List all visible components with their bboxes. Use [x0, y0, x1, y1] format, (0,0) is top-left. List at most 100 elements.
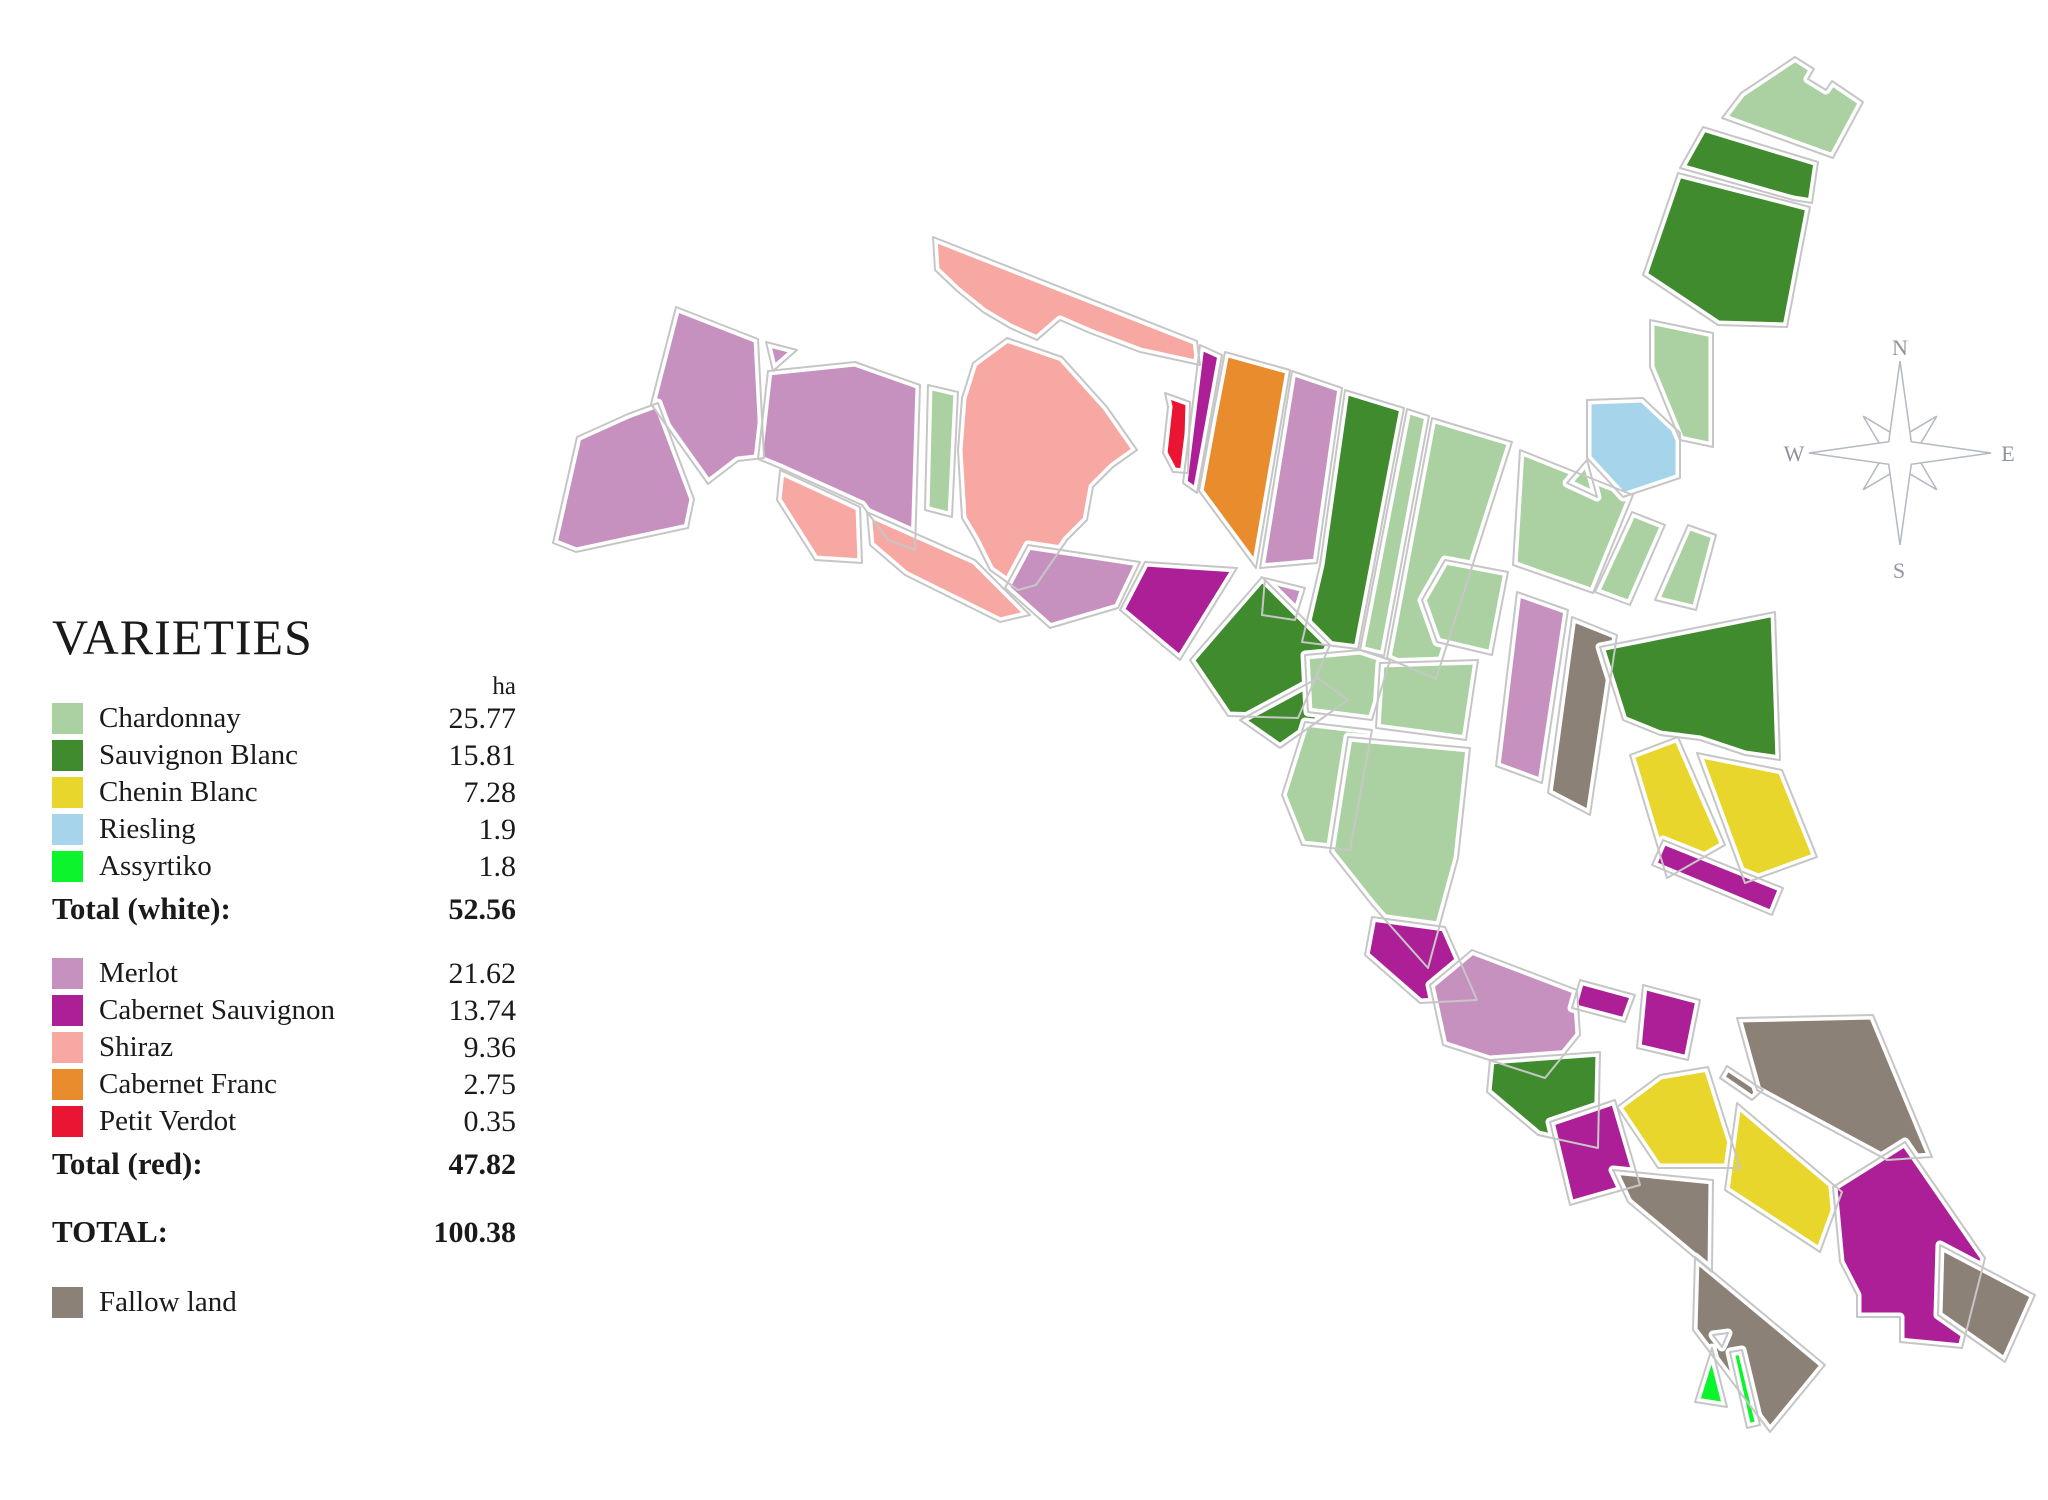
legend-swatch [52, 1106, 83, 1137]
compass-label-south: S [1893, 558, 1905, 583]
parcel-outline-chardonnay [1654, 524, 1717, 611]
parcel-outline-chardonnay [1359, 408, 1430, 657]
legend-value: 1.8 [478, 849, 517, 883]
parcel-outline-chardonnay [1329, 736, 1471, 969]
parcel-outline-shiraz [866, 511, 1031, 623]
legend-swatch [52, 777, 83, 808]
unit-header: ha [492, 673, 516, 700]
parcel-outline-cabernet_sauvignon [1119, 561, 1238, 661]
parcel-outline-chardonnay [924, 384, 959, 518]
legend-swatch [52, 958, 83, 989]
parcel-outline-fallow [1736, 1014, 1933, 1161]
legend-label: Cabernet Franc [99, 1068, 277, 1100]
parcel-fills [548, 52, 2040, 1437]
parcel-outline-cabernet_sauvignon [1636, 984, 1701, 1061]
parcel-outline-chardonnay [1375, 659, 1479, 741]
legend-label: Cabernet Sauvignon [99, 994, 335, 1026]
legend-value: 9.36 [463, 1030, 517, 1064]
parcel-outline-cabernet_sauvignon [1832, 1141, 1986, 1349]
legend-row: Petit Verdot 0.35 [52, 1103, 516, 1140]
legend-swatch [52, 851, 83, 882]
legend-row: Chardonnay 25.77 [52, 700, 516, 737]
legend-label: Shiraz [99, 1031, 174, 1063]
legend-red-group: Merlot 21.62 Cabernet Sauvignon 13.74 Sh… [52, 955, 516, 1140]
parcel-outline-assyrtiko [1712, 1332, 1729, 1348]
parcel-outline-chardonnay [1281, 721, 1373, 851]
parcel-outline-chardonnay [1512, 449, 1634, 594]
parcel-outline-cabernet_sauvignon [1364, 916, 1478, 1004]
parcel-outline-cabernet_sauvignon [1549, 1099, 1641, 1206]
legend-swatch [52, 995, 83, 1026]
parcel-outline-riesling [1586, 397, 1681, 498]
parcel-outline-assyrtiko [1729, 1349, 1761, 1429]
parcel-outline-merlot [1259, 370, 1343, 569]
legend-value: 7.28 [463, 775, 517, 809]
parcel-outline-sauvignon_blanc [1239, 677, 1349, 749]
parcel-outline-chardonnay [1721, 56, 1864, 159]
grand-total-value: 100.38 [433, 1216, 517, 1249]
parcel-outline-sauvignon_blanc [1486, 1051, 1601, 1149]
legend-value: 25.77 [448, 701, 517, 735]
parcel-outline-chenin_blanc [1629, 736, 1726, 879]
parcel-outline-merlot [765, 341, 798, 372]
legend-panel: VARIETIES ha Chardonnay 25.77 Sauvignon … [52, 612, 516, 1321]
parcel-outline-merlot [1495, 591, 1569, 784]
parcel-outline-chardonnay [1386, 417, 1513, 680]
legend-row: Cabernet Sauvignon 13.74 [52, 992, 516, 1029]
compass-rose: N E S W [1784, 335, 2015, 583]
legend-label: Chenin Blanc [99, 776, 258, 808]
total-white-value: 52.56 [448, 893, 517, 926]
compass-label-west: W [1784, 441, 1805, 466]
parcel-outline-sauvignon_blanc [1599, 611, 1781, 761]
total-white-label: Total (white): [52, 891, 231, 926]
legend-white-group: Chardonnay 25.77 Sauvignon Blanc 15.81 C… [52, 700, 516, 885]
parcel-outline-chardonnay [1304, 649, 1391, 721]
parcel-outline-chenin_blanc [1724, 1102, 1843, 1253]
parcel-outline-merlot [552, 402, 695, 553]
grand-total-row: TOTAL: 100.38 [52, 1214, 516, 1256]
parcel-outline-merlot [650, 306, 765, 485]
parcel-outline-chardonnay [1594, 511, 1666, 606]
parcel-outline-fallow [1937, 1244, 2036, 1363]
parcel-outline-shiraz [776, 469, 863, 564]
legend-swatch [52, 703, 83, 734]
parcel-outlines [552, 56, 2036, 1433]
parcel-outline-chardonnay [1566, 459, 1598, 498]
legend-row: Chenin Blanc 7.28 [52, 774, 516, 811]
parcel-chardonnay [1371, 655, 1483, 745]
legend-row: Sauvignon Blanc 15.81 [52, 737, 516, 774]
legend-value: 15.81 [448, 738, 517, 772]
parcel-outline-sauvignon_blanc [1679, 126, 1819, 204]
parcel-outline-shiraz [932, 236, 1201, 366]
parcel-outline-sauvignon_blanc [1642, 172, 1811, 328]
legend-value: 0.35 [463, 1104, 517, 1138]
total-red-row: Total (red): 47.82 [52, 1146, 516, 1188]
parcel-outline-merlot [757, 361, 921, 551]
legend-title: VARIETIES [52, 609, 313, 665]
legend-swatch [52, 1069, 83, 1100]
parcel-outline-cabernet_sauvignon [1571, 979, 1636, 1023]
legend-value: 1.9 [478, 812, 517, 846]
parcel-outline-merlot [1429, 949, 1581, 1079]
legend-swatch [52, 740, 83, 771]
legend-value: 2.75 [463, 1067, 517, 1101]
legend-label: Chardonnay [99, 702, 241, 734]
total-red-value: 47.82 [448, 1148, 517, 1181]
legend-value: 21.62 [448, 956, 517, 990]
parcel-outline-shiraz [957, 337, 1138, 591]
parcel-outline-merlot [1004, 544, 1141, 629]
parcel-outline-chardonnay [1421, 559, 1509, 656]
legend-label: Petit Verdot [99, 1105, 237, 1137]
parcel-outline-chardonnay [1649, 319, 1714, 448]
total-red-label: Total (red): [52, 1146, 203, 1181]
legend-label: Assyrtiko [99, 850, 212, 882]
legend-row: Merlot 21.62 [52, 955, 516, 992]
compass-label-east: E [2001, 441, 2014, 466]
fallow-swatch [52, 1287, 83, 1318]
parcel-outline-fallow [1719, 1065, 1764, 1101]
parcel-outline-chenin_blanc [1616, 1066, 1741, 1169]
legend-value: 13.74 [448, 993, 517, 1027]
compass-primary-star [1808, 360, 1992, 546]
